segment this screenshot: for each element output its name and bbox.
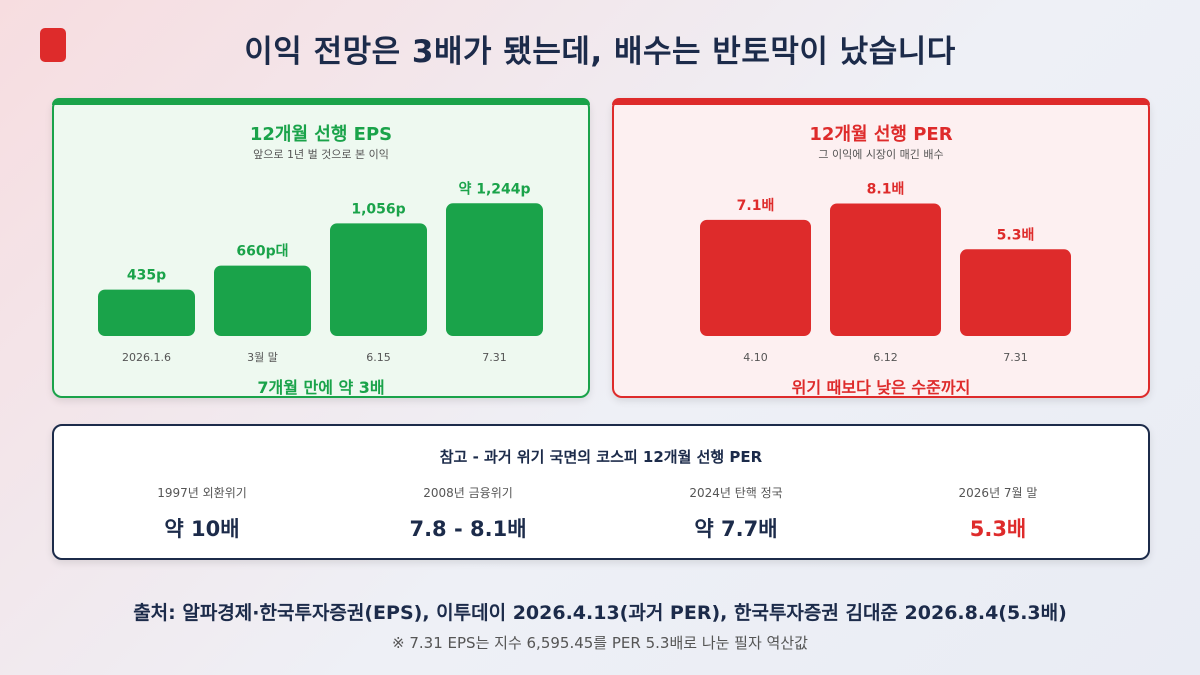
- source-credit: 출처: 알파경제·한국투자증권(EPS), 이투데이 2026.4.13(과거 …: [133, 602, 1067, 624]
- reference-period: 2024년 탄핵 정국: [689, 486, 783, 500]
- eps-chart-footnote: 7개월 만에 약 3배: [257, 378, 385, 397]
- eps-panel: 12개월 선행 EPS 앞으로 1년 벌 것으로 본 이익 435p 2026.1…: [52, 98, 590, 398]
- reference-item: 1997년 외환위기 약 10배: [72, 484, 332, 543]
- per-chart-subtitle: 그 이익에 시장이 매긴 배수: [818, 148, 944, 161]
- reference-box: 참고 - 과거 위기 국면의 코스피 12개월 선행 PER 1997년 외환위…: [52, 424, 1150, 560]
- category-label: 7.31: [482, 351, 507, 364]
- data-label: 7.1배: [737, 198, 775, 214]
- data-label: 1,056p: [351, 201, 405, 217]
- bar: [330, 223, 427, 336]
- bar: [830, 203, 941, 336]
- bar: [960, 249, 1071, 336]
- per-chart-footnote: 위기 때보다 낮은 수준까지: [791, 378, 971, 397]
- data-label: 약 1,244p: [458, 180, 530, 197]
- bar: [446, 203, 543, 336]
- brand-logo: [40, 28, 66, 62]
- data-label: 5.3배: [997, 227, 1035, 243]
- category-label: 2026.1.6: [122, 351, 171, 364]
- reference-value-current: 5.3배: [969, 517, 1027, 541]
- footnote: ※ 7.31 EPS는 지수 6,595.45를 PER 5.3배로 나눈 필자…: [392, 634, 808, 652]
- category-label: 6.12: [873, 351, 898, 364]
- eps-chart-subtitle: 앞으로 1년 벌 것으로 본 이익: [253, 148, 389, 161]
- category-label: 4.10: [743, 351, 768, 364]
- reference-item: 2026년 7월 말 5.3배: [868, 484, 1128, 543]
- per-panel-accent-bar: [612, 98, 1150, 105]
- reference-period: 2008년 금융위기: [423, 486, 513, 500]
- data-label: 660p대: [236, 244, 288, 260]
- eps-chart-title: 12개월 선행 EPS: [249, 124, 393, 145]
- bar: [98, 289, 195, 336]
- reference-value: 7.8 - 8.1배: [409, 517, 527, 541]
- reference-value: 약 10배: [164, 517, 240, 541]
- page-title: 이익 전망은 3배가 됐는데, 배수는 반토막이 났습니다: [244, 34, 956, 70]
- data-label: 8.1배: [867, 181, 905, 197]
- category-label: 7.31: [1003, 351, 1028, 364]
- per-panel: 12개월 선행 PER 그 이익에 시장이 매긴 배수 7.1배 4.10 8.1배…: [612, 98, 1150, 398]
- reference-item: 2024년 탄핵 정국 약 7.7배: [606, 484, 866, 543]
- category-label: 6.15: [366, 351, 391, 364]
- eps-bar-chart: 435p 2026.1.6 660p대 3월 말 1,056p 6.15 약 1,244p 7…: [98, 180, 543, 364]
- reference-period: 1997년 외환위기: [157, 486, 247, 500]
- bar: [700, 219, 811, 336]
- reference-title: 참고 - 과거 위기 국면의 코스피 12개월 선행 PER: [439, 448, 763, 466]
- data-label: 435p: [127, 268, 166, 284]
- bar: [214, 265, 311, 336]
- category-label: 3월 말: [247, 351, 278, 364]
- eps-panel-accent-bar: [52, 98, 590, 105]
- per-chart-title: 12개월 선행 PER: [809, 124, 953, 145]
- reference-value: 약 7.7배: [694, 517, 778, 541]
- per-bar-chart: 7.1배 4.10 8.1배 6.12 5.3배 7.31: [700, 181, 1071, 364]
- reference-period: 2026년 7월 말: [958, 486, 1038, 500]
- reference-item: 2008년 금융위기 7.8 - 8.1배: [338, 484, 598, 543]
